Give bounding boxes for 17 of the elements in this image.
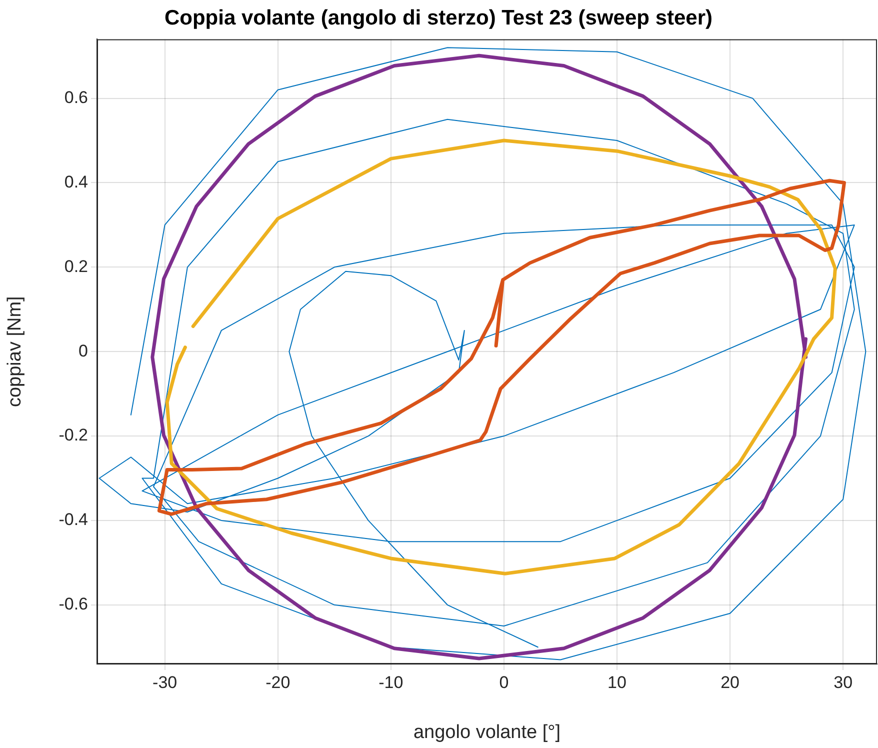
x-tick-label: 30 xyxy=(834,672,853,692)
x-tick-label: 0 xyxy=(499,672,509,692)
y-tick-label: 0.4 xyxy=(64,172,88,192)
y-tick-label: -0.6 xyxy=(58,594,88,614)
y-axis-title: coppiav [Nm] xyxy=(4,296,26,408)
x-tick-label: -30 xyxy=(152,672,178,692)
x-tick-label: -20 xyxy=(266,672,290,692)
x-axis-title: angolo volante [°] xyxy=(413,722,561,743)
x-tick-label: -10 xyxy=(378,672,404,692)
y-tick-label: 0.6 xyxy=(64,88,88,107)
y-tick-label: -0.4 xyxy=(58,510,88,530)
y-tick-label: -0.2 xyxy=(58,426,88,445)
chart-title: Coppia volante (angolo di sterzo) Test 23 (sweep steer) xyxy=(164,6,713,30)
x-tick-label: 20 xyxy=(720,672,740,692)
x-tick-label: 10 xyxy=(608,672,626,692)
y-tick-label: 0 xyxy=(78,341,88,360)
y-tick-label: 0.2 xyxy=(64,256,88,276)
